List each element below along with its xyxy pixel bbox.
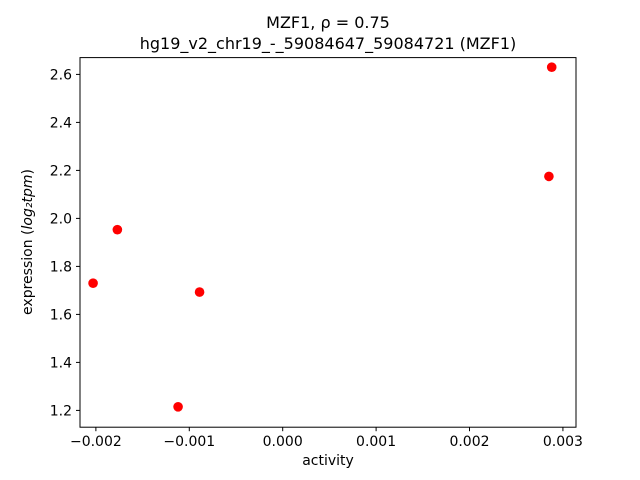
scatter-point bbox=[544, 171, 554, 182]
y-axis-label-suffix: ) bbox=[20, 169, 36, 174]
scatter-point bbox=[112, 224, 123, 235]
x-axis-label: activity bbox=[302, 453, 354, 469]
axes-box bbox=[79, 57, 577, 428]
data-points bbox=[88, 62, 557, 412]
x-tick-label: 0.000 bbox=[263, 434, 303, 450]
y-axis-label-prefix: expression ( bbox=[20, 230, 36, 315]
x-tick-label: −0.001 bbox=[163, 434, 215, 450]
y-tick-label: 1.8 bbox=[50, 259, 72, 275]
x-tick-label: 0.001 bbox=[356, 434, 396, 450]
y-axis-label: expression (log₂tpm) bbox=[20, 169, 36, 315]
scatter-point bbox=[88, 278, 98, 289]
axis-ticks: −0.002 −0.001 0.000 0.001 0.002 0.003 1.2 1.4 1.… bbox=[50, 67, 583, 450]
chart-title: MZF1, ρ = 0.75 bbox=[266, 13, 390, 32]
chart-subtitle: hg19_v2_chr19_-_59084647_59084721 (MZF1) bbox=[140, 34, 517, 54]
scatter-point bbox=[194, 287, 205, 297]
y-tick-label: 2.6 bbox=[50, 67, 72, 83]
x-tick-label: −0.002 bbox=[70, 434, 122, 450]
y-tick-label: 2.2 bbox=[50, 163, 72, 179]
y-tick-label: 2.4 bbox=[50, 115, 72, 131]
y-axis-label-math: log₂tpm bbox=[20, 175, 36, 230]
y-tick-label: 2.0 bbox=[50, 211, 72, 227]
y-tick-label: 1.2 bbox=[50, 403, 72, 419]
x-tick-label: 0.002 bbox=[449, 434, 489, 450]
y-tick-label: 1.6 bbox=[50, 307, 72, 323]
scatter-point bbox=[546, 62, 557, 72]
scatter-point bbox=[173, 402, 183, 412]
y-tick-label: 1.4 bbox=[50, 355, 72, 371]
x-tick-label: 0.003 bbox=[543, 434, 583, 450]
